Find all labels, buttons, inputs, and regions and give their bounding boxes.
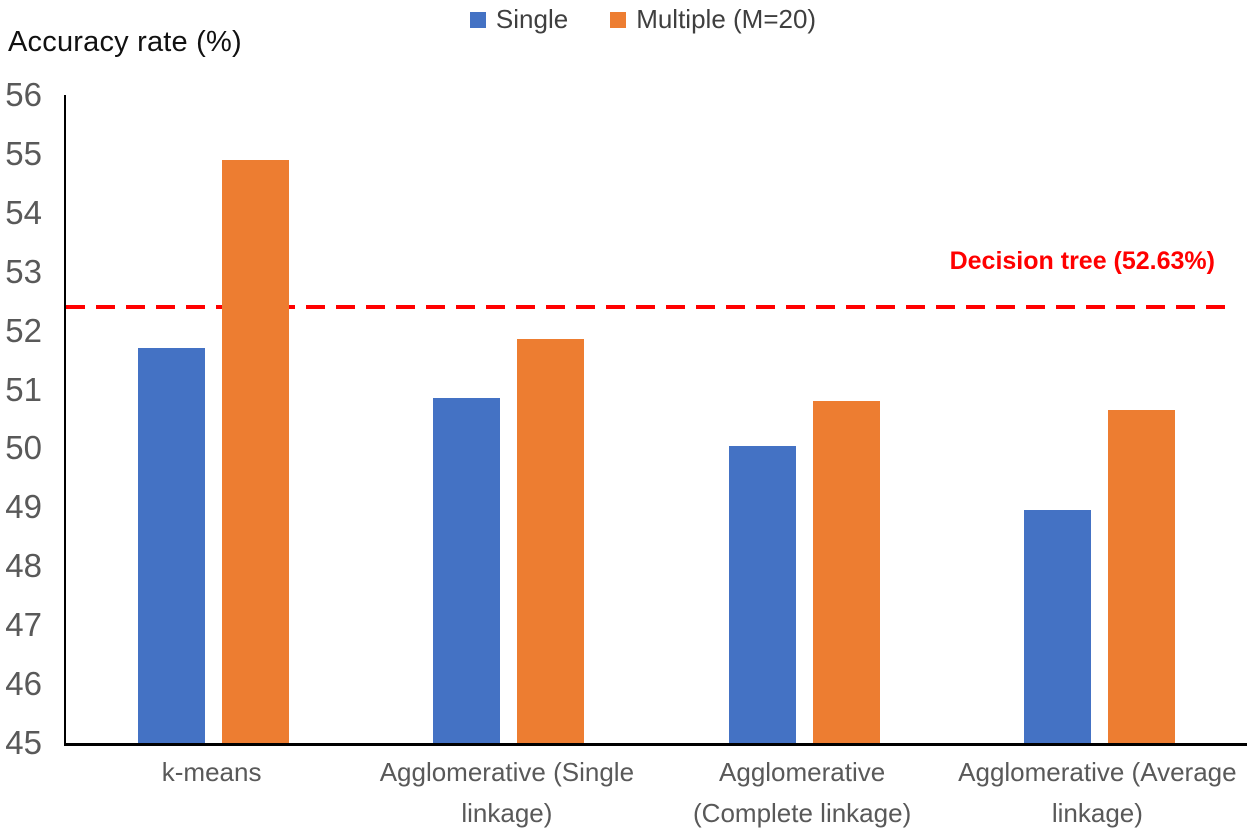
y-tick-label: 46 <box>5 665 42 703</box>
legend-swatch-multiple <box>610 11 627 28</box>
legend-swatch-single <box>469 11 486 28</box>
y-tick-label: 55 <box>5 134 42 172</box>
legend-label-single: Single <box>495 4 569 34</box>
y-tick-label: 53 <box>5 252 42 290</box>
legend-label-multiple: Multiple (M=20) <box>636 4 817 34</box>
y-tick-label: 50 <box>5 429 42 467</box>
bar-multiple-3 <box>812 401 880 743</box>
bar-single-4 <box>1023 510 1091 743</box>
plot-area: Decision tree (52.63%) <box>64 95 1247 746</box>
category-label-1: k-means <box>161 757 262 787</box>
y-tick-label: 51 <box>5 370 42 408</box>
y-tick-label: 45 <box>5 724 42 761</box>
category-label-4: Agglomerative (Average linkage) <box>958 757 1237 828</box>
bar-multiple-2 <box>517 339 585 743</box>
legend-item-single: Single <box>469 4 569 35</box>
threshold-line <box>66 305 1235 310</box>
y-tick-label: 54 <box>5 193 42 231</box>
bar-single-3 <box>728 445 796 743</box>
category-label-3: Agglomerative (Complete linkage) <box>693 757 912 828</box>
legend: Single Multiple (M=20) <box>0 4 1250 35</box>
bar-single-1 <box>138 348 206 743</box>
y-axis-title: Accuracy rate (%) <box>8 26 242 58</box>
bar-multiple-4 <box>1107 410 1175 743</box>
y-tick-label: 47 <box>5 606 42 644</box>
threshold-label: Decision tree (52.63%) <box>949 247 1215 276</box>
y-tick-label: 48 <box>5 547 42 585</box>
bar-multiple-1 <box>222 159 290 743</box>
y-tick-label: 52 <box>5 311 42 349</box>
bar-single-2 <box>433 398 501 743</box>
legend-item-multiple: Multiple (M=20) <box>610 4 816 35</box>
y-tick-label: 49 <box>5 488 42 526</box>
y-tick-label: 56 <box>5 76 42 113</box>
category-label-2: Agglomerative (Single linkage) <box>379 757 635 828</box>
